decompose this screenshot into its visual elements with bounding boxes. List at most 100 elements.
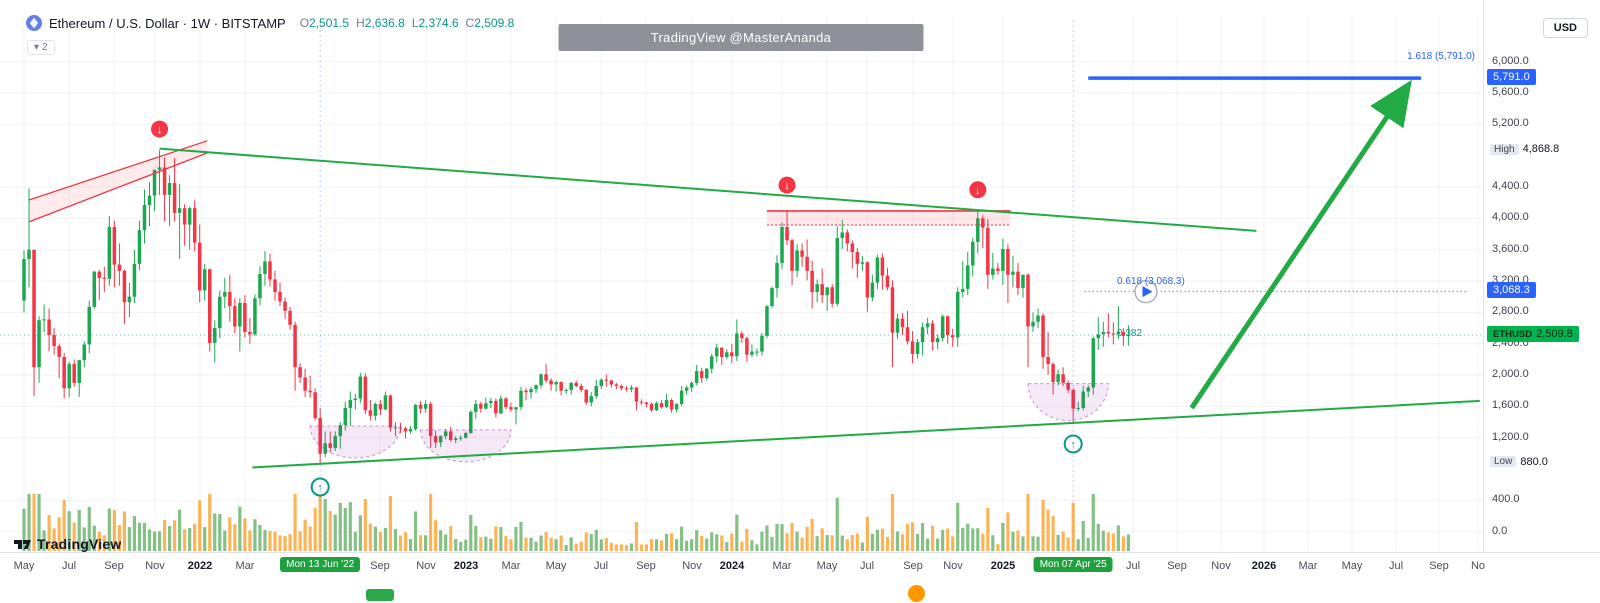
double-top-band[interactable] [766,210,1011,226]
candle-body [1061,374,1065,383]
candle-body [373,404,378,416]
sell-signal-icon[interactable] [778,176,796,194]
arrow-up-icon: ↑ [1070,439,1076,451]
rounded-bottom-arc[interactable] [309,425,402,459]
candle-body [82,344,86,361]
volume-bar [880,528,885,551]
candle-body [584,389,588,403]
candle-body [323,443,327,454]
legend-collapse-toggle[interactable]: ▾ 2 [27,40,55,55]
volume-bar [393,528,398,551]
projection-arrow[interactable] [1189,79,1412,410]
volume-bar [439,530,443,551]
low-label: L [411,16,419,30]
candle-body [865,262,870,298]
candle-body [624,388,629,390]
volume-bar [564,545,568,551]
candle-body [720,347,724,358]
volume-bar [805,526,809,551]
volume-bar [398,535,403,551]
rising-wedge-fill[interactable] [29,140,208,222]
volume-bar [459,541,463,551]
volume-bar [22,508,26,551]
time-month-label: Nov [145,560,165,572]
candle-body [614,384,619,387]
volume-bar [720,535,724,551]
candle-body [945,316,950,336]
candle-body [418,404,423,409]
candle-body [850,243,855,253]
candle-body [484,403,488,409]
candle-body [564,389,568,391]
price-tick: 2,000.0 [1492,368,1529,381]
candle-body [433,436,438,443]
candle-body [1096,334,1101,339]
volume-bar [956,502,960,551]
sell-signal-icon[interactable] [969,181,987,199]
time-year-label: 2026 [1251,560,1277,572]
candle-body [248,331,252,335]
tradingview-logo[interactable]: TradingView [14,535,121,553]
volume-bar [584,532,588,551]
candle-body [263,261,267,274]
volume-bar [710,532,714,551]
candle-body [92,271,97,307]
candle-body [474,404,478,412]
candle-body [1091,338,1096,388]
candle-body [960,288,965,293]
candle-body [328,443,332,448]
buy-signal-icon[interactable] [310,477,330,497]
time-month-label: Sep [903,560,923,572]
volume-bar [333,514,337,551]
candle-body [423,404,428,409]
time-axis-divider [0,552,1600,553]
candle-body [514,407,518,410]
volume-bar [850,534,854,551]
candle-body [925,323,930,328]
volume-bar [444,534,448,551]
trendline-ascending-support[interactable] [252,399,1480,469]
candle-body [223,292,227,297]
sell-signal-icon[interactable] [151,120,169,138]
rounded-bottom-arc[interactable] [1027,383,1109,422]
volume-bar [1006,512,1010,551]
candle-body [67,364,71,389]
time-axis[interactable]: May Jul Sep Nov 2022 Mar Sep Nov 2023 Mar May Jul Se… [0,553,1600,579]
candle-body [62,357,66,389]
candle-body [740,333,744,339]
arrow-up-icon: ↑ [317,482,323,494]
rising-wedge-bottom-line[interactable] [28,152,208,223]
candle-body [1001,248,1005,271]
volume-bar [579,541,583,551]
volume-bar [308,526,312,551]
candle-body [609,380,614,385]
volume-bar [680,526,684,551]
price-axis[interactable]: USD 6,000.0 5,600.0 5,200.0 4,400.0 4,000.0 3… [1484,0,1600,552]
candle-body [228,292,232,307]
candle-body [704,368,709,379]
candle-body [860,262,865,264]
volume-bar [991,535,995,551]
chart-canvas[interactable]: ↓ ↓ ↓ ↑ ↑ [0,0,1483,552]
open-label: O [299,16,310,30]
candle-body [664,400,669,408]
volume-bar [890,494,895,551]
volume-bar [253,519,257,551]
symbol-legend[interactable]: Ethereum / U.S. Dollar · 1W · BITSTAMP O… [26,15,514,31]
volume-bar [750,540,754,551]
currency-toggle-button[interactable]: USD [1542,18,1588,38]
fib-price-badge: 3,068.3 [1487,282,1536,299]
candle-body [755,351,759,353]
candle-body [107,226,112,279]
volume-bar [594,529,598,551]
candle-body [880,257,885,276]
trendline-descending-resistance[interactable] [159,147,1257,232]
candle-body [403,428,408,432]
candle-body [253,298,257,335]
candle-body [1016,271,1020,289]
candle-body [725,352,729,358]
buy-signal-icon[interactable] [1063,434,1083,454]
candle-body [243,302,247,332]
volume-bar [549,537,553,551]
candle-body [1041,315,1045,358]
